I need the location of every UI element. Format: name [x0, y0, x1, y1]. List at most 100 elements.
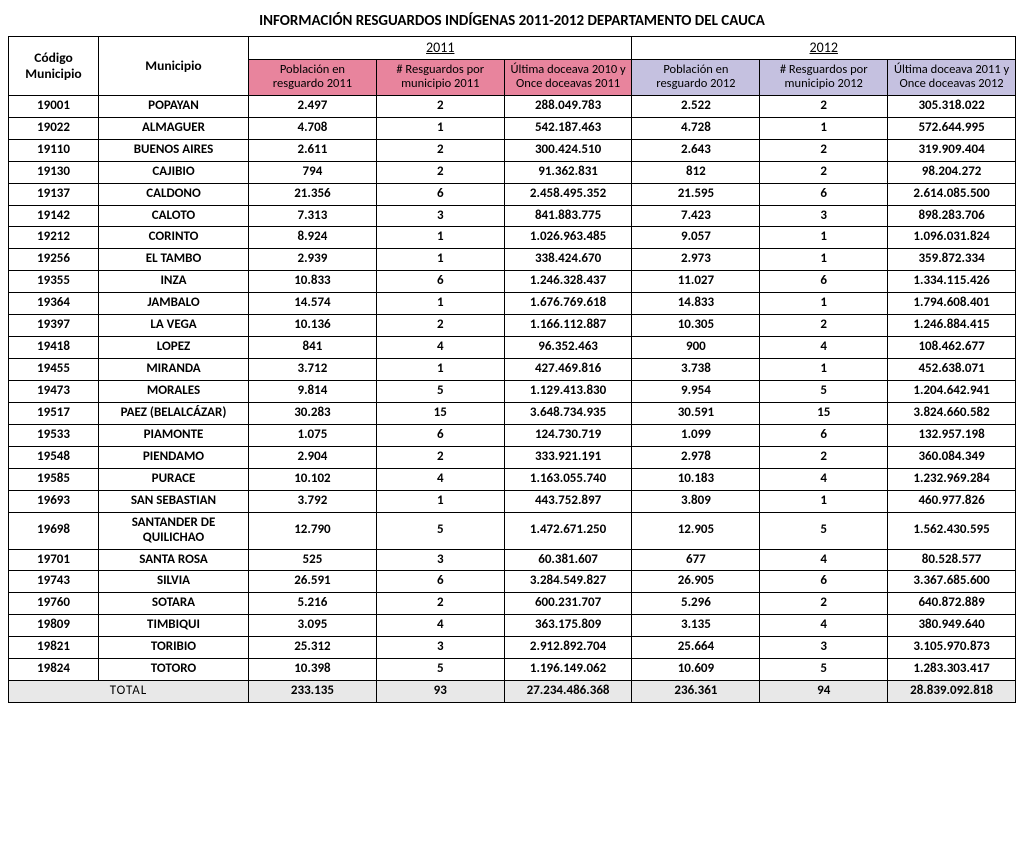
cell-name: CAJIBIO [99, 161, 249, 183]
cell-res-2012: 4 [760, 468, 888, 490]
cell-res-2012: 4 [760, 549, 888, 571]
cell-res-2011: 6 [376, 271, 504, 293]
cell-doc-2012: 380.949.640 [888, 615, 1016, 637]
cell-res-2012: 6 [760, 571, 888, 593]
cell-name: INZA [99, 271, 249, 293]
cell-pob-2012: 5.296 [632, 593, 760, 615]
table-row: 19760SOTARA5.2162600.231.7075.2962640.87… [9, 593, 1016, 615]
cell-pob-2011: 525 [249, 549, 377, 571]
table-row: 19418LOPEZ841496.352.4639004108.462.677 [9, 337, 1016, 359]
cell-doc-2012: 305.318.022 [888, 95, 1016, 117]
cell-pob-2011: 25.312 [249, 637, 377, 659]
cell-name: TORIBIO [99, 637, 249, 659]
table-row: 19701SANTA ROSA525360.381.607677480.528.… [9, 549, 1016, 571]
cell-res-2011: 15 [376, 402, 504, 424]
cell-code: 19364 [9, 293, 99, 315]
table-row: 19110BUENOS AIRES2.6112300.424.5102.6432… [9, 139, 1016, 161]
cell-code: 19418 [9, 337, 99, 359]
cell-code: 19809 [9, 615, 99, 637]
cell-res-2012: 1 [760, 117, 888, 139]
cell-pob-2012: 2.522 [632, 95, 760, 117]
cell-pob-2011: 841 [249, 337, 377, 359]
cell-res-2012: 2 [760, 139, 888, 161]
cell-doc-2011: 1.472.671.250 [504, 512, 632, 549]
table-row: 19809TIMBIQUI3.0954363.175.8093.1354380.… [9, 615, 1016, 637]
cell-res-2011: 3 [376, 549, 504, 571]
cell-pob-2011: 2.611 [249, 139, 377, 161]
cell-pob-2012: 10.183 [632, 468, 760, 490]
cell-res-2012: 1 [760, 249, 888, 271]
cell-code: 19743 [9, 571, 99, 593]
cell-res-2011: 4 [376, 615, 504, 637]
cell-res-2012: 3 [760, 205, 888, 227]
cell-pob-2011: 30.283 [249, 402, 377, 424]
cell-res-2011: 1 [376, 249, 504, 271]
cell-code: 19585 [9, 468, 99, 490]
cell-doc-2012: 1.562.430.595 [888, 512, 1016, 549]
cell-name: LA VEGA [99, 315, 249, 337]
header-pob-2011: Población en resguardo 2011 [249, 60, 377, 96]
cell-pob-2012: 9.057 [632, 227, 760, 249]
cell-doc-2012: 1.246.884.415 [888, 315, 1016, 337]
cell-code: 19355 [9, 271, 99, 293]
total-doc-2012: 28.839.092.818 [888, 681, 1016, 703]
page-title: INFORMACIÓN RESGUARDOS INDÍGENAS 2011-20… [8, 8, 1016, 36]
cell-doc-2011: 1.026.963.485 [504, 227, 632, 249]
cell-res-2012: 4 [760, 615, 888, 637]
table-row: 19256EL TAMBO2.9391338.424.6702.9731359.… [9, 249, 1016, 271]
cell-name: EL TAMBO [99, 249, 249, 271]
cell-res-2011: 5 [376, 381, 504, 403]
cell-code: 19548 [9, 446, 99, 468]
table-row: 19130CAJIBIO794291.362.831812298.204.272 [9, 161, 1016, 183]
cell-doc-2012: 1.204.642.941 [888, 381, 1016, 403]
header-year-2011: 2011 [249, 37, 632, 60]
header-year-2012: 2012 [632, 37, 1016, 60]
cell-pob-2012: 677 [632, 549, 760, 571]
table-row: 19533PIAMONTE1.0756124.730.7191.0996132.… [9, 424, 1016, 446]
cell-pob-2011: 3.792 [249, 490, 377, 512]
cell-code: 19533 [9, 424, 99, 446]
cell-pob-2012: 3.135 [632, 615, 760, 637]
cell-pob-2011: 2.904 [249, 446, 377, 468]
cell-name: PIENDAMO [99, 446, 249, 468]
cell-res-2011: 1 [376, 490, 504, 512]
cell-pob-2011: 5.216 [249, 593, 377, 615]
table-row: 19693SAN SEBASTIAN3.7921443.752.8973.809… [9, 490, 1016, 512]
cell-pob-2012: 1.099 [632, 424, 760, 446]
cell-pob-2011: 12.790 [249, 512, 377, 549]
cell-name: PAEZ (BELALCÁZAR) [99, 402, 249, 424]
cell-doc-2011: 1.166.112.887 [504, 315, 632, 337]
cell-res-2012: 5 [760, 512, 888, 549]
header-res-2011: # Resguardos por municipio 2011 [376, 60, 504, 96]
cell-doc-2011: 841.883.775 [504, 205, 632, 227]
cell-res-2012: 5 [760, 381, 888, 403]
cell-name: SANTA ROSA [99, 549, 249, 571]
cell-doc-2012: 2.614.085.500 [888, 183, 1016, 205]
cell-pob-2011: 26.591 [249, 571, 377, 593]
table-row: 19698SANTANDER DE QUILICHAO12.79051.472.… [9, 512, 1016, 549]
cell-code: 19760 [9, 593, 99, 615]
cell-pob-2012: 12.905 [632, 512, 760, 549]
cell-doc-2011: 2.458.495.352 [504, 183, 632, 205]
cell-code: 19698 [9, 512, 99, 549]
total-row: TOTAL233.1359327.234.486.368236.3619428.… [9, 681, 1016, 703]
cell-name: LOPEZ [99, 337, 249, 359]
cell-name: TOTORO [99, 659, 249, 681]
cell-doc-2011: 333.921.191 [504, 446, 632, 468]
cell-doc-2011: 1.246.328.437 [504, 271, 632, 293]
cell-doc-2011: 1.196.149.062 [504, 659, 632, 681]
cell-doc-2011: 124.730.719 [504, 424, 632, 446]
cell-pob-2011: 10.136 [249, 315, 377, 337]
data-table: Código Municipio Municipio 2011 2012 Pob… [8, 36, 1016, 703]
cell-pob-2012: 26.905 [632, 571, 760, 593]
cell-doc-2011: 338.424.670 [504, 249, 632, 271]
total-label: TOTAL [9, 681, 249, 703]
header-doc-2011: Última doceava 2010 y Once doceavas 2011 [504, 60, 632, 96]
cell-code: 19256 [9, 249, 99, 271]
cell-doc-2012: 132.957.198 [888, 424, 1016, 446]
cell-doc-2012: 460.977.826 [888, 490, 1016, 512]
total-pob-2012: 236.361 [632, 681, 760, 703]
table-row: 19142CALOTO7.3133841.883.7757.4233898.28… [9, 205, 1016, 227]
table-row: 19137CALDONO21.35662.458.495.35221.59562… [9, 183, 1016, 205]
cell-doc-2012: 640.872.889 [888, 593, 1016, 615]
